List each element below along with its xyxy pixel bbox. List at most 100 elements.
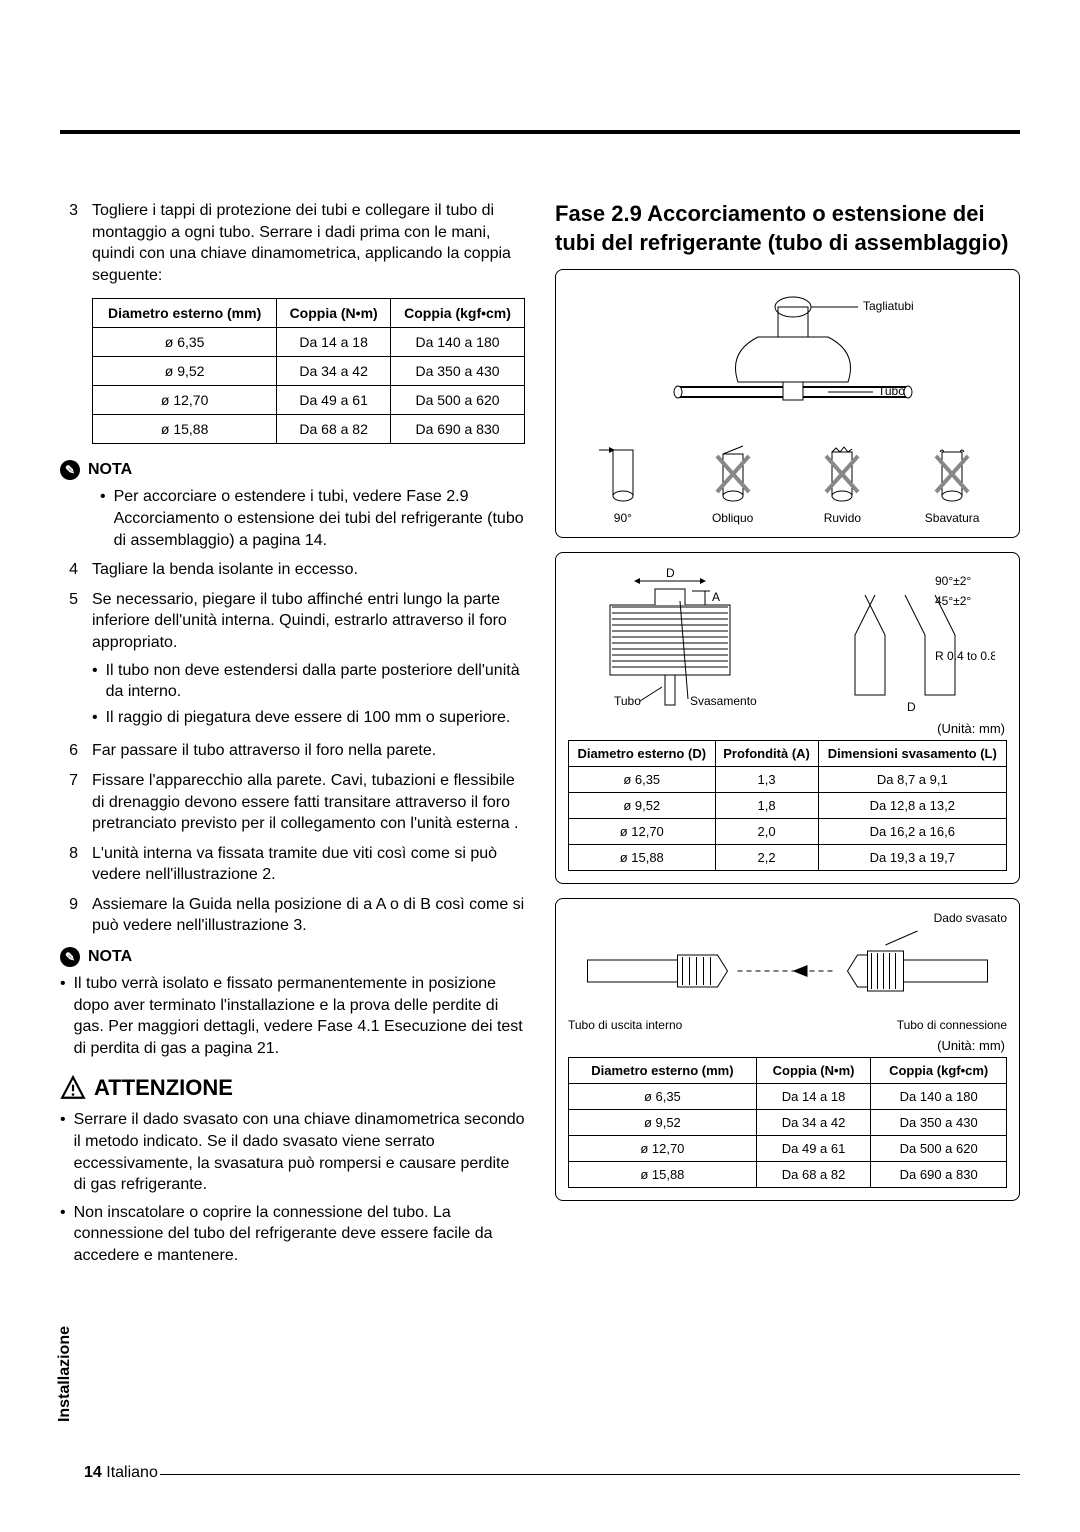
- step-number: 4: [60, 559, 78, 581]
- step-number: 9: [60, 894, 78, 937]
- td: Da 49 a 61: [277, 386, 391, 415]
- step-text: Fissare l'apparecchio alla parete. Cavi,…: [92, 770, 525, 835]
- step5-main: Se necessario, piegare il tubo affinché …: [92, 591, 507, 651]
- attenzione-heading: ATTENZIONE: [60, 1075, 525, 1101]
- step-number: 8: [60, 843, 78, 886]
- cutter-illustration: Tagliatubi Tubo: [628, 282, 948, 432]
- td: ø 9,52: [93, 357, 277, 386]
- td: Da 16,2 a 16,6: [818, 819, 1006, 845]
- td: ø 15,88: [569, 1162, 757, 1188]
- td: ø 12,70: [93, 386, 277, 415]
- flare-angle-illustration: 90°±2° 45°±2° R 0.4 to 0.8 D: [825, 565, 995, 715]
- angle-label: 90°: [595, 511, 651, 525]
- svg-text:D: D: [666, 566, 675, 580]
- td: ø 15,88: [93, 415, 277, 444]
- state-label: Obliquo: [705, 511, 761, 525]
- pipe-label: Tubo: [878, 384, 905, 398]
- svg-text:D: D: [907, 700, 916, 714]
- th: Diametro esterno (mm): [569, 1058, 757, 1084]
- att-bullet: Non inscatolare o coprire la connessione…: [60, 1202, 525, 1267]
- td: ø 6,35: [93, 328, 277, 357]
- td: Da 500 a 620: [391, 386, 525, 415]
- step-9: 9 Assiemare la Guida nella posizione di a…: [60, 894, 525, 937]
- cutter-label: Tagliatubi: [863, 299, 914, 313]
- step-text: Se necessario, piegare il tubo affinché …: [92, 589, 525, 733]
- td: Da 140 a 180: [871, 1084, 1007, 1110]
- pipe-end-90: 90°: [595, 442, 651, 525]
- inner-pipe-label: Tubo di uscita interno: [568, 1018, 682, 1032]
- attenzione-label: ATTENZIONE: [94, 1075, 233, 1101]
- step-number: 7: [60, 770, 78, 835]
- sub-bullet: Il raggio di piegatura deve essere di 10…: [92, 707, 525, 729]
- side-tab: Installazione: [56, 1326, 74, 1422]
- step-number: 5: [60, 589, 78, 733]
- step-number: 3: [60, 200, 78, 286]
- td: 1,8: [715, 793, 818, 819]
- conn-pipe-label: Tubo di connessione: [897, 1018, 1007, 1032]
- step-text: Far passare il tubo attraverso il foro n…: [92, 740, 525, 762]
- td: ø 6,35: [569, 767, 716, 793]
- td: ø 12,70: [569, 1136, 757, 1162]
- nota-label: NOTA: [88, 948, 132, 966]
- flare-table: Diametro esterno (D) Profondità (A) Dime…: [568, 740, 1007, 871]
- td: Da 12,8 a 13,2: [818, 793, 1006, 819]
- torque-table-left: Diametro esterno (mm) Coppia (N•m) Coppi…: [92, 298, 525, 444]
- connection-torque-table: Diametro esterno (mm) Coppia (N•m) Coppi…: [568, 1057, 1007, 1188]
- td: Da 19,3 a 19,7: [818, 845, 1006, 871]
- th: Diametro esterno (mm): [93, 299, 277, 328]
- nut-label: Dado svasato: [568, 911, 1007, 925]
- svg-text:A: A: [712, 590, 720, 604]
- td: ø 15,88: [569, 845, 716, 871]
- phase-heading: Fase 2.9 Accorciamento o estensione dei …: [555, 200, 1020, 257]
- step-text: L'unità interna va fissata tramite due v…: [92, 843, 525, 886]
- step-3: 3 Togliere i tappi di protezione dei tub…: [60, 200, 525, 286]
- step-5: 5 Se necessario, piegare il tubo affinch…: [60, 589, 525, 733]
- top-rule: [60, 130, 1020, 134]
- diagram-connection: Dado svasato Tubo di uscita interno Tubo…: [555, 898, 1020, 1201]
- nota-heading-2: ✎ NOTA: [60, 947, 525, 967]
- th: Coppia (kgf•cm): [871, 1058, 1007, 1084]
- diagram-flare: D A Tubo Svasamento 90°±2° 45°±2° R 0.4 …: [555, 552, 1020, 884]
- pipe-end-burr: Sbavatura: [924, 442, 980, 525]
- unit-label: (Unità: mm): [568, 1038, 1005, 1053]
- svg-text:Tubo: Tubo: [614, 694, 641, 708]
- step-text: Togliere i tappi di protezione dei tubi …: [92, 200, 525, 286]
- step-4: 4 Tagliare la benda isolante in eccesso.: [60, 559, 525, 581]
- th: Coppia (kgf•cm): [391, 299, 525, 328]
- td: Da 34 a 42: [756, 1110, 871, 1136]
- note-icon: ✎: [60, 947, 80, 967]
- step-8: 8 L'unità interna va fissata tramite due …: [60, 843, 525, 886]
- connection-illustration: [568, 925, 1007, 1015]
- td: Da 350 a 430: [391, 357, 525, 386]
- td: ø 6,35: [569, 1084, 757, 1110]
- td: 2,0: [715, 819, 818, 845]
- th: Coppia (N•m): [277, 299, 391, 328]
- td: Da 690 a 830: [871, 1162, 1007, 1188]
- nota-label: NOTA: [88, 461, 132, 479]
- content-columns: 3 Togliere i tappi di protezione dei tub…: [60, 200, 1020, 1273]
- td: 1,3: [715, 767, 818, 793]
- svg-text:R 0.4 to 0.8: R 0.4 to 0.8: [935, 649, 995, 663]
- td: ø 9,52: [569, 1110, 757, 1136]
- td: 2,2: [715, 845, 818, 871]
- th: Coppia (N•m): [756, 1058, 871, 1084]
- unit-label: (Unità: mm): [568, 721, 1005, 736]
- td: Da 140 a 180: [391, 328, 525, 357]
- th: Profondità (A): [715, 741, 818, 767]
- flare-block-illustration: D A Tubo Svasamento: [580, 565, 780, 715]
- page-lang: Italiano: [106, 1464, 158, 1481]
- td: Da 34 a 42: [277, 357, 391, 386]
- td: Da 49 a 61: [756, 1136, 871, 1162]
- step-text: Tagliare la benda isolante in eccesso.: [92, 559, 525, 581]
- td: Da 500 a 620: [871, 1136, 1007, 1162]
- page-number: 14: [84, 1464, 102, 1481]
- step-7: 7Fissare l'apparecchio alla parete. Cavi…: [60, 770, 525, 835]
- th: Dimensioni svasamento (L): [818, 741, 1006, 767]
- svg-text:90°±2°: 90°±2°: [935, 574, 971, 588]
- left-column: 3 Togliere i tappi di protezione dei tub…: [60, 200, 525, 1273]
- pipe-end-rough: Ruvido: [814, 442, 870, 525]
- nota-heading-1: ✎ NOTA: [60, 460, 525, 480]
- td: ø 9,52: [569, 793, 716, 819]
- nota-bullet: Per accorciare o estendere i tubi, veder…: [100, 486, 525, 551]
- step-text: Assiemare la Guida nella posizione di a …: [92, 894, 525, 937]
